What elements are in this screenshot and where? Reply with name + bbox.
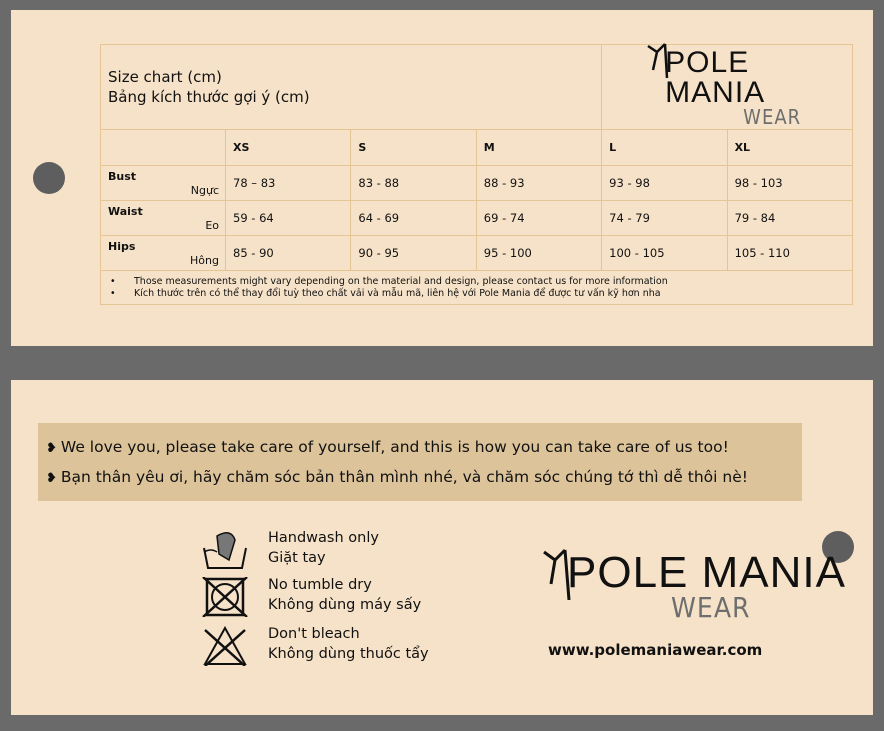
size-header: XS — [224, 129, 352, 166]
brand-sub: WEAR — [743, 105, 802, 129]
no-tumble-dry-icon — [202, 577, 248, 617]
punch-hole — [822, 531, 854, 563]
table-row: Waist Eo 59 - 64 64 - 69 69 - 74 74 - 79 79 -… — [100, 200, 854, 236]
table-row: Bust Ngực 78 – 83 83 - 88 88 - 93 93 - 98 98 … — [100, 165, 854, 201]
pole-dancer-icon — [543, 548, 571, 600]
title-en: Size chart (cm) — [108, 68, 222, 86]
notes: Those measurements might vary depending … — [100, 270, 853, 305]
size-header: L — [601, 129, 728, 166]
brand-logo: POLE MANIA WEAR — [541, 540, 846, 624]
title-vi: Bảng kích thước gợi ý (cm) — [108, 88, 310, 106]
handwash-icon — [203, 532, 247, 569]
size-chart-table: Size chart (cm) Bảng kích thước gợi ý (cm… — [99, 43, 854, 305]
care-card: We love you, please take care of yoursel… — [11, 380, 873, 715]
size-header: XL — [726, 129, 854, 166]
size-header: M — [475, 129, 603, 166]
brand-sub: WEAR — [671, 591, 751, 624]
punch-hole — [33, 162, 65, 194]
pole-dancer-icon — [647, 43, 669, 79]
website-link[interactable]: www.polemaniawear.com — [548, 641, 763, 659]
size-header: S — [350, 129, 477, 166]
no-bleach-icon — [203, 626, 247, 666]
note: Those measurements might vary depending … — [108, 276, 845, 288]
note: Kích thước trên có thể thay đổi tuỳ theo… — [108, 288, 845, 300]
table-row: Hips Hông 85 - 90 90 - 95 95 - 100 100 - 105… — [100, 235, 854, 271]
size-chart-card: Size chart (cm) Bảng kích thước gợi ý (cm… — [11, 10, 873, 346]
brand-logo: POLE MANIA WEAR — [601, 43, 853, 130]
care-banner: We love you, please take care of yoursel… — [38, 423, 802, 501]
